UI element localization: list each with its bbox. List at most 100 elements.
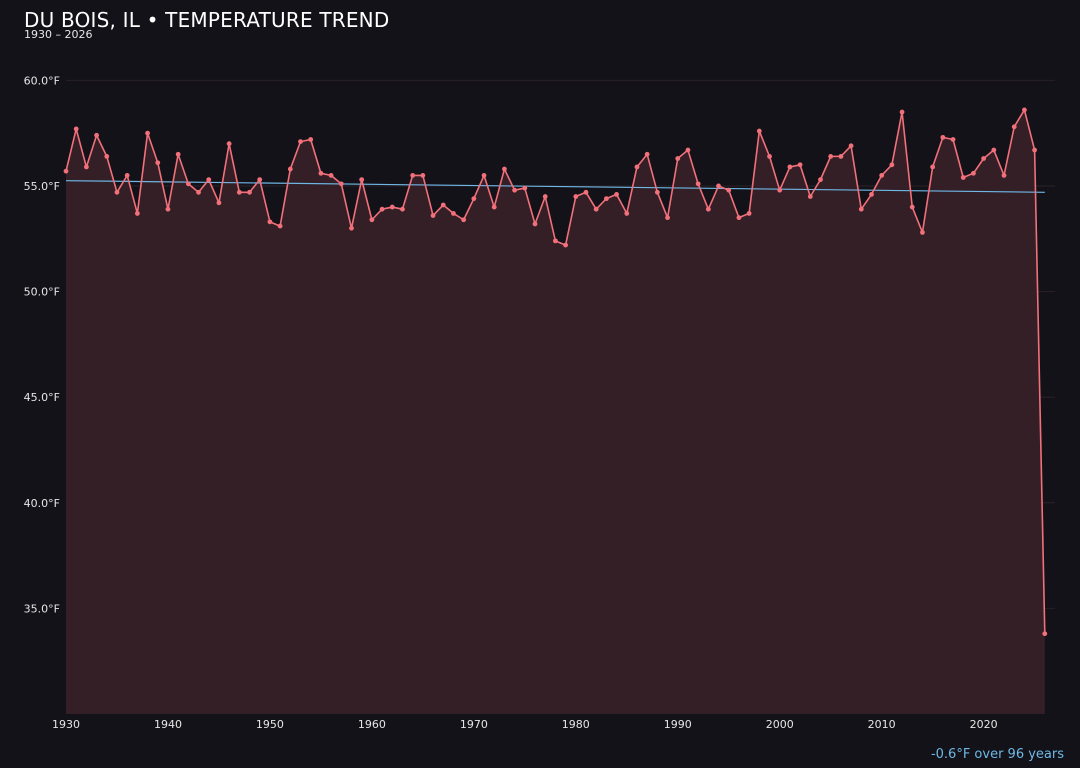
x-tick-label: 1950 bbox=[256, 718, 284, 731]
data-point bbox=[889, 162, 895, 168]
data-point bbox=[114, 189, 120, 195]
data-point bbox=[624, 211, 630, 216]
data-point bbox=[787, 164, 793, 170]
data-point bbox=[695, 181, 701, 187]
data-point bbox=[858, 206, 864, 212]
data-point bbox=[226, 141, 232, 147]
data-point bbox=[675, 156, 681, 161]
data-point bbox=[206, 177, 212, 183]
data-point bbox=[542, 194, 548, 199]
data-point bbox=[277, 223, 283, 229]
data-point bbox=[287, 166, 293, 172]
data-point bbox=[196, 189, 201, 195]
data-point bbox=[828, 153, 834, 159]
data-point bbox=[430, 213, 436, 218]
data-point bbox=[573, 194, 579, 199]
data-point bbox=[512, 187, 518, 193]
data-point bbox=[267, 219, 273, 225]
data-point bbox=[440, 202, 446, 208]
data-point bbox=[818, 177, 823, 183]
data-point bbox=[175, 151, 181, 157]
data-point bbox=[94, 132, 99, 138]
data-point bbox=[155, 160, 161, 166]
data-point bbox=[491, 204, 497, 210]
x-tick-label: 1930 bbox=[52, 718, 80, 731]
y-tick-label: 60.0°F bbox=[24, 74, 60, 87]
data-point bbox=[593, 206, 599, 212]
data-point bbox=[502, 166, 507, 172]
data-point bbox=[308, 137, 314, 142]
data-point bbox=[553, 238, 558, 244]
data-point bbox=[236, 189, 242, 195]
data-point bbox=[685, 147, 691, 153]
data-point bbox=[767, 153, 772, 159]
y-tick-label: 50.0°F bbox=[24, 286, 60, 299]
data-point bbox=[563, 242, 568, 248]
data-point bbox=[134, 211, 140, 216]
x-tick-label: 1970 bbox=[460, 718, 488, 731]
data-point bbox=[216, 200, 222, 206]
data-point bbox=[756, 128, 762, 134]
data-point bbox=[104, 153, 110, 159]
data-point bbox=[1001, 172, 1007, 178]
data-point bbox=[420, 172, 426, 178]
data-point bbox=[807, 194, 813, 199]
data-point bbox=[838, 153, 844, 159]
x-tick-label: 2010 bbox=[868, 718, 896, 731]
data-point bbox=[909, 204, 915, 210]
data-point bbox=[63, 168, 69, 174]
data-point bbox=[369, 217, 375, 223]
data-point bbox=[971, 170, 976, 176]
data-point bbox=[165, 206, 171, 212]
data-point bbox=[73, 126, 79, 132]
data-point bbox=[349, 225, 354, 231]
data-point bbox=[716, 183, 721, 189]
data-point bbox=[644, 151, 650, 157]
data-point bbox=[879, 172, 885, 178]
data-point bbox=[124, 172, 130, 178]
data-point bbox=[746, 211, 752, 216]
data-point bbox=[726, 187, 732, 193]
data-point bbox=[634, 164, 640, 170]
y-tick-label: 55.0°F bbox=[24, 180, 60, 193]
data-point bbox=[359, 177, 365, 183]
data-point bbox=[83, 164, 89, 170]
x-tick-label: 1990 bbox=[664, 718, 692, 731]
data-point bbox=[481, 172, 487, 178]
data-point bbox=[981, 156, 987, 161]
y-tick-label: 35.0°F bbox=[24, 602, 60, 615]
data-point bbox=[920, 230, 925, 235]
data-point bbox=[522, 185, 528, 191]
data-point bbox=[869, 192, 874, 197]
data-point bbox=[451, 211, 456, 216]
data-point bbox=[145, 130, 150, 136]
chart-title: DU BOIS, IL • TEMPERATURE TREND bbox=[24, 8, 390, 32]
data-point bbox=[940, 134, 946, 140]
data-point bbox=[257, 177, 263, 183]
data-point bbox=[654, 189, 660, 195]
data-point bbox=[665, 215, 670, 221]
x-tick-label: 2000 bbox=[766, 718, 794, 731]
data-point bbox=[797, 162, 803, 168]
data-point bbox=[950, 137, 956, 142]
data-point bbox=[960, 175, 966, 180]
data-point bbox=[461, 217, 467, 223]
data-point bbox=[583, 189, 589, 195]
data-point bbox=[705, 206, 711, 212]
data-point bbox=[1011, 124, 1017, 130]
data-point bbox=[298, 139, 303, 144]
data-point bbox=[389, 204, 395, 210]
data-point bbox=[614, 192, 619, 197]
data-point bbox=[991, 147, 997, 153]
data-point bbox=[1022, 107, 1027, 113]
x-tick-label: 1960 bbox=[358, 718, 386, 731]
y-tick-label: 45.0°F bbox=[24, 391, 60, 404]
data-point bbox=[400, 206, 405, 212]
data-point bbox=[930, 164, 936, 170]
chart-subtitle: 1930 – 2026 bbox=[24, 28, 93, 41]
data-point bbox=[603, 196, 609, 202]
x-tick-label: 2020 bbox=[970, 718, 998, 731]
data-point bbox=[379, 206, 385, 212]
data-point bbox=[410, 172, 416, 178]
